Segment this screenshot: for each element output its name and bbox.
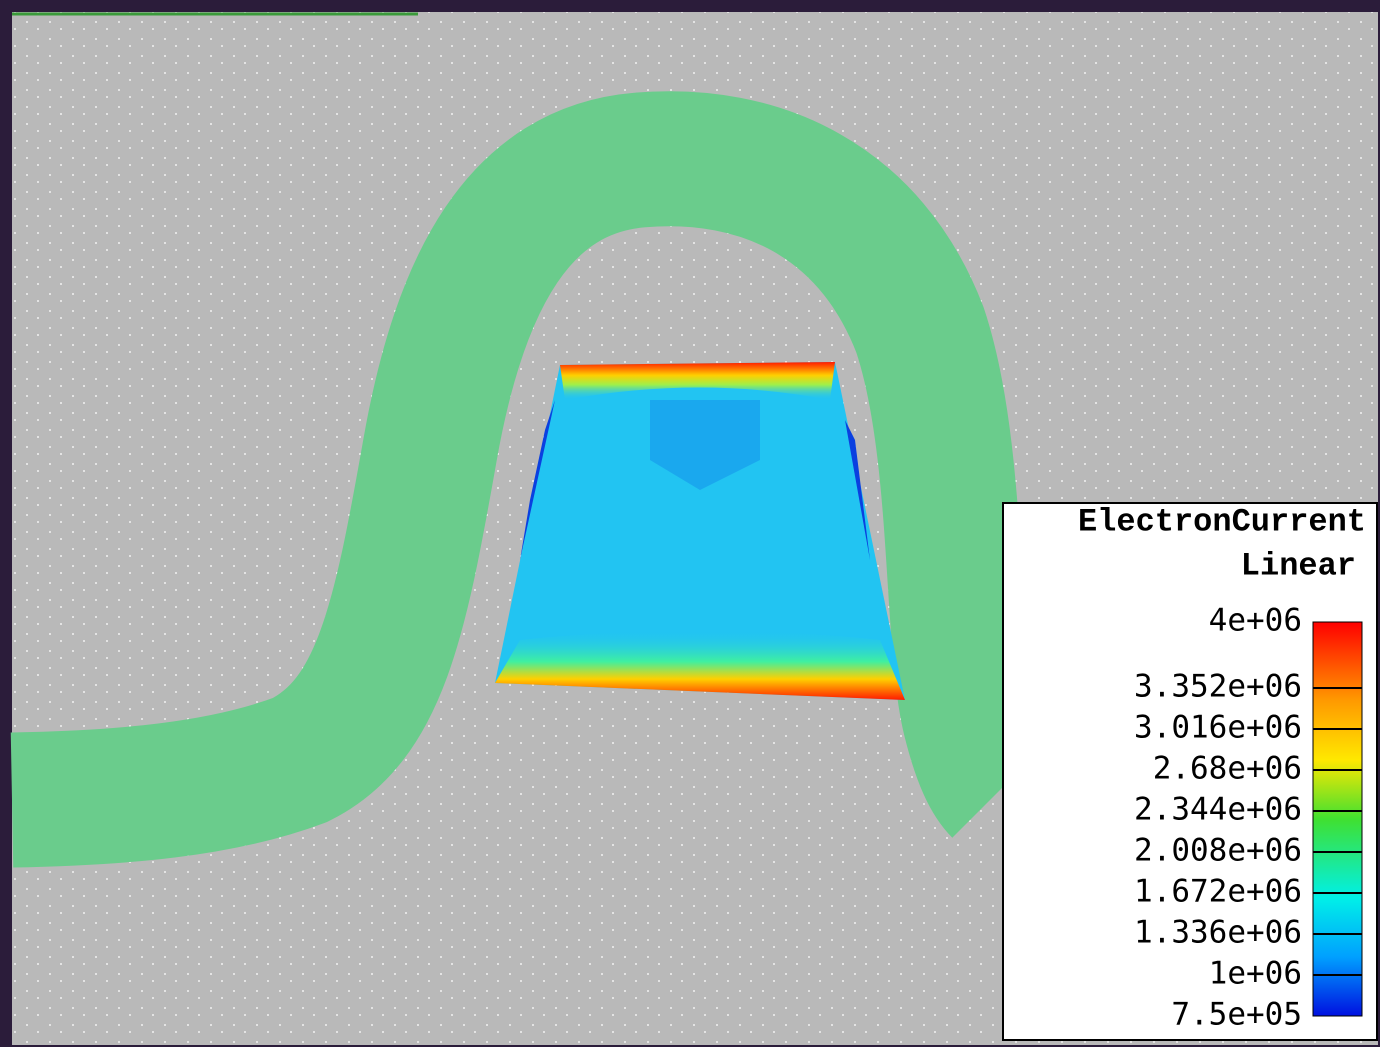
legend-label: 4e+06 [1209, 603, 1302, 639]
color-bar [1313, 622, 1362, 1016]
legend-label: 2.68e+06 [1153, 751, 1302, 787]
legend-label: 3.016e+06 [1134, 710, 1302, 746]
legend-label: 1.672e+06 [1134, 874, 1302, 910]
viewer: ElectronCurrent Linear 4e+06 3.352e+06 3.0… [0, 0, 1380, 1047]
legend: ElectronCurrent Linear 4e+06 3.352e+06 3.0… [1003, 503, 1377, 1040]
legend-label: 2.008e+06 [1134, 833, 1302, 869]
legend-label: 1.336e+06 [1134, 915, 1302, 951]
legend-title: ElectronCurrent [1078, 503, 1366, 540]
page: ElectronCurrent Linear 4e+06 3.352e+06 3.0… [0, 0, 1380, 1047]
legend-label: 2.344e+06 [1134, 792, 1302, 828]
legend-scale: Linear [1241, 547, 1356, 584]
legend-label: 1e+06 [1209, 956, 1302, 992]
legend-label: 3.352e+06 [1134, 669, 1302, 705]
legend-label: 7.5e+05 [1171, 997, 1302, 1033]
